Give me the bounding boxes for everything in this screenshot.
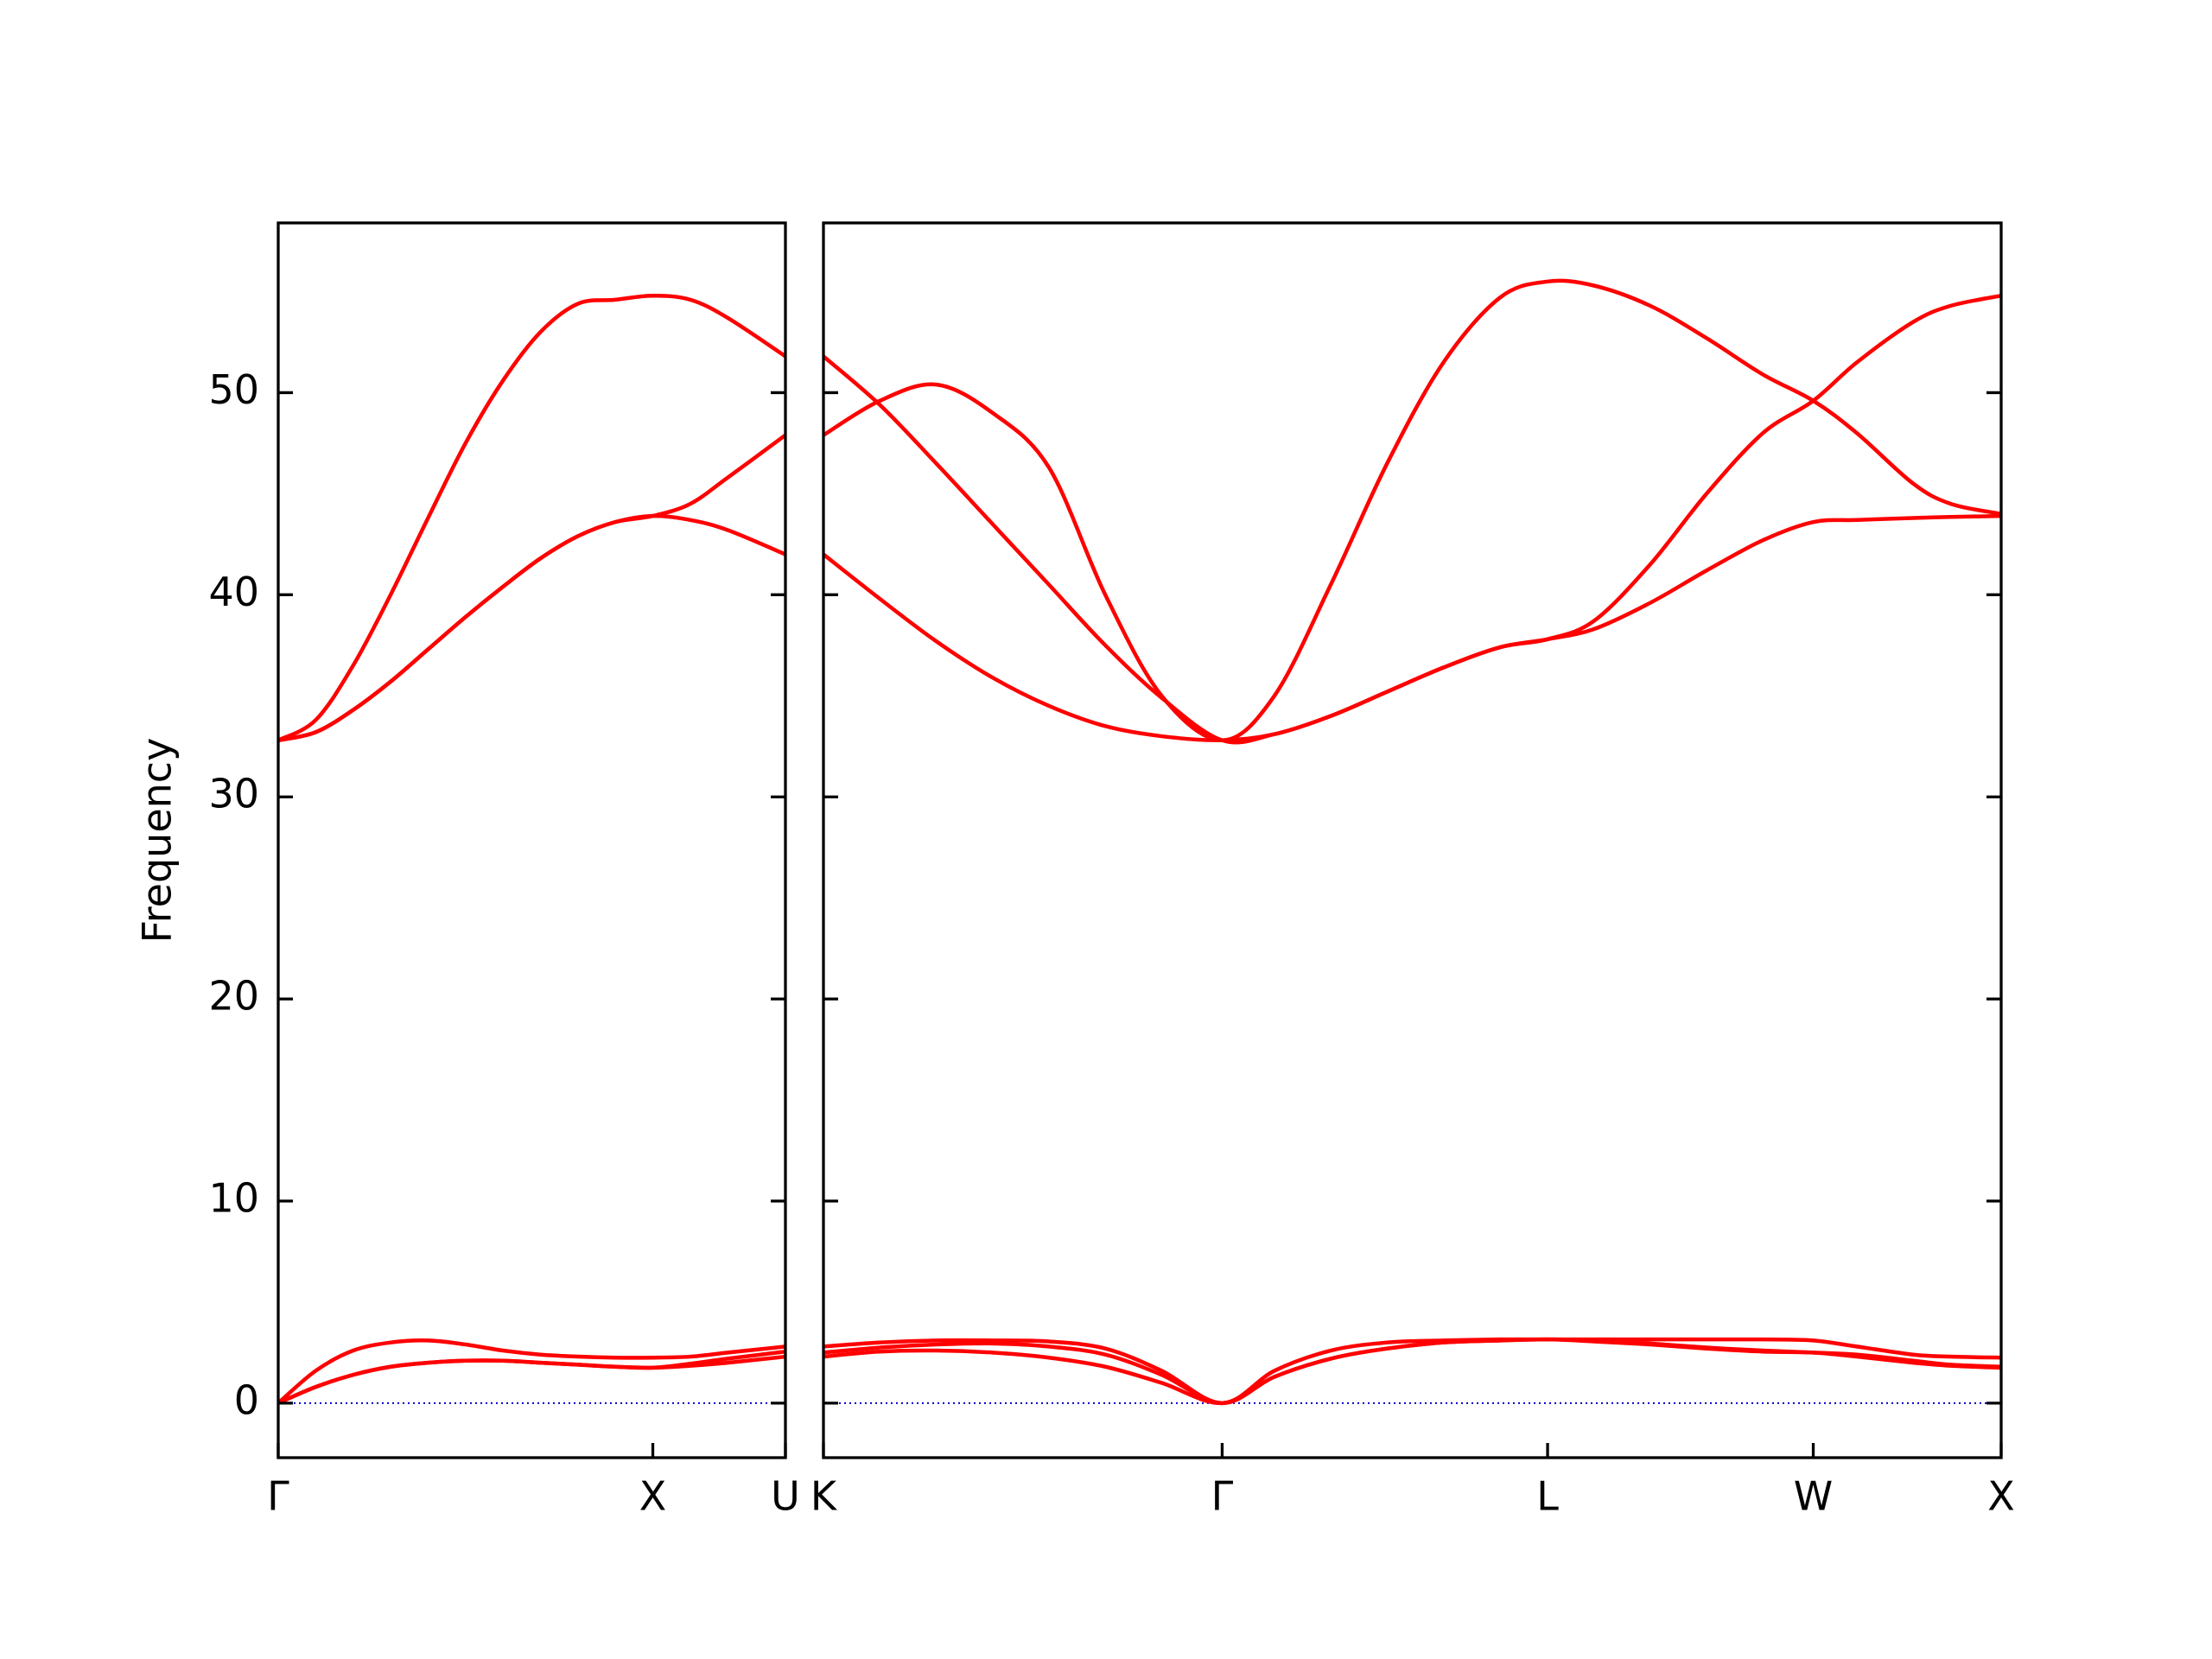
- band-line: [276, 293, 787, 742]
- band-line: [823, 1337, 2002, 1406]
- band-line: [277, 433, 787, 742]
- band-line: [277, 1354, 786, 1405]
- y-tick-label: 20: [208, 973, 259, 1020]
- x-tick-label: L: [1536, 1473, 1559, 1520]
- x-tick-label: W: [1794, 1473, 1833, 1520]
- y-tick-label: 30: [208, 771, 259, 817]
- y-tick-label: 10: [208, 1174, 259, 1221]
- plot-frame: [822, 221, 2003, 1459]
- panel: 0 10 20 30 40 50 Γ X U Frequency: [134, 221, 800, 1520]
- x-tick-label: U: [771, 1473, 800, 1520]
- band-line: [823, 1337, 2002, 1406]
- x-tick-label: Γ: [267, 1473, 289, 1520]
- band-line: [823, 1337, 2002, 1406]
- y-tick-label: 50: [208, 366, 259, 413]
- y-tick-label: 0: [234, 1376, 259, 1423]
- x-tick-label: X: [1987, 1473, 2015, 1520]
- x-tick-label: K: [810, 1473, 838, 1520]
- band-line: [822, 278, 2002, 742]
- band-line: [276, 1338, 786, 1405]
- y-axis-label: Frequency: [134, 738, 181, 944]
- x-tick-label: X: [639, 1473, 667, 1520]
- band-line: [277, 1349, 786, 1405]
- y-tick-label: 40: [208, 569, 259, 615]
- x-tick-label: Γ: [1211, 1473, 1234, 1520]
- plot-frame: [276, 221, 787, 1459]
- band-line: [822, 513, 2002, 743]
- band-line: [277, 513, 786, 742]
